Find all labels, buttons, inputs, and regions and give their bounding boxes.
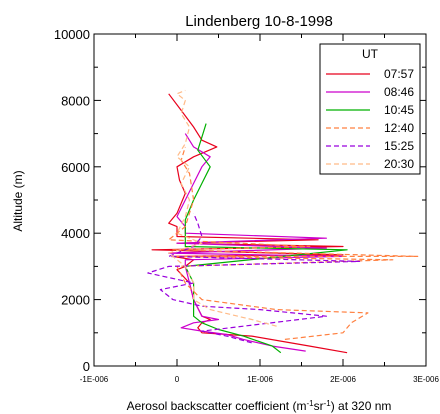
legend-box — [319, 43, 421, 175]
y-tick-label: 10000 — [54, 27, 90, 42]
series-line-2030 — [168, 89, 277, 327]
x-axis-label-superscript: -1 — [306, 399, 314, 408]
legend-label: 07:57 — [384, 67, 414, 81]
x-tick-label: -1E-006 — [80, 375, 109, 384]
x-axis-label-part: Aerosol backscatter coefficient (m — [127, 399, 307, 413]
series-line-1240 — [168, 146, 419, 340]
series-line-1525 — [147, 213, 361, 344]
legend-label: 20:30 — [384, 157, 414, 171]
y-tick-label: 2000 — [61, 293, 90, 308]
x-axis-label-part: ) at 320 nm — [331, 399, 392, 413]
x-axis-label: Aerosol backscatter coefficient (m-1sr-1… — [127, 399, 392, 414]
x-tick-label: 3E-006 — [413, 375, 439, 384]
x-tick-label: 1E-006 — [247, 375, 273, 384]
y-tick-label: 4000 — [61, 226, 90, 241]
legend-label: 15:25 — [384, 139, 414, 153]
y-tick-label: 6000 — [61, 160, 90, 175]
legend-title: UT — [362, 47, 379, 61]
legend-label: 10:45 — [384, 103, 414, 117]
y-tick-label: 8000 — [61, 93, 90, 108]
y-axis-label: Altitude (m) — [11, 170, 25, 231]
y-tick-label: 0 — [83, 359, 90, 374]
x-axis-label-part: sr — [314, 399, 324, 413]
legend-label: 12:40 — [384, 121, 414, 135]
series-line-0846 — [168, 133, 344, 352]
x-tick-label: 0 — [175, 375, 180, 384]
legend-label: 08:46 — [384, 85, 414, 99]
chart-title: Lindenberg 10-8-1998 — [185, 13, 333, 30]
x-axis-label-superscript: -1 — [324, 399, 332, 408]
x-tick-label: 2E-006 — [330, 375, 356, 384]
